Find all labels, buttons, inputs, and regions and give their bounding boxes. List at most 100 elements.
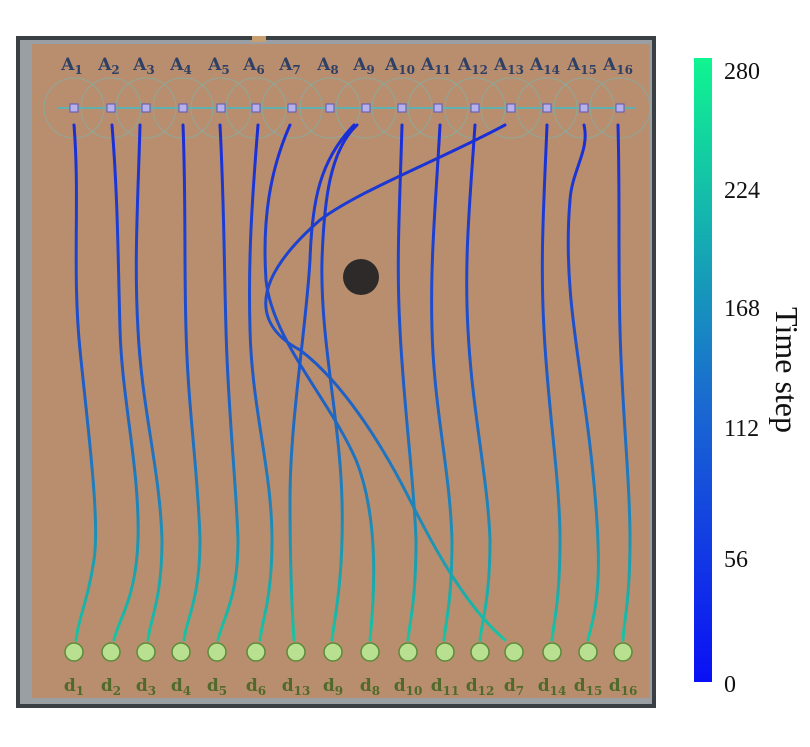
agent-label: A2 (97, 55, 120, 77)
goal-label: d15 (574, 676, 603, 698)
trajectory-path (320, 123, 359, 642)
trajectory-path (288, 123, 356, 642)
trajectory-path (616, 123, 632, 642)
goal-markers (64, 642, 633, 662)
agent-label: A8 (316, 55, 339, 77)
agent-marker (287, 103, 297, 113)
goal-marker (136, 642, 156, 662)
colorbar-tick-label: 224 (724, 178, 760, 204)
agent-label: A10 (384, 55, 415, 77)
top-marker (252, 36, 266, 42)
agent-label: A16 (602, 55, 633, 77)
goal-marker (435, 642, 455, 662)
sensing-radius-circle (115, 77, 177, 139)
sensing-radius-circle (80, 77, 142, 139)
trajectory-path (247, 123, 274, 642)
agent-marker (433, 103, 443, 113)
agent-marker (397, 103, 407, 113)
trajectory-path (216, 123, 240, 642)
goal-marker (578, 642, 598, 662)
agent-label: A14 (529, 55, 560, 77)
goal-label: d2 (101, 676, 121, 698)
sensing-radius-circle (261, 77, 323, 139)
goal-labels: d1 d2 d3 d4 d5 d6 d13 d9 d8 d10 d11 d12 d7 d14 d15 d16 (64, 676, 637, 698)
sensing-radius-circle (480, 77, 542, 139)
trajectory-lines (72, 123, 632, 642)
agent-marker (141, 103, 151, 113)
agent-label: A15 (566, 55, 597, 77)
agent-marker (542, 103, 552, 113)
goal-marker (398, 642, 418, 662)
goal-marker (360, 642, 380, 662)
agent-marker (69, 103, 79, 113)
sensing-radius-circle (299, 77, 361, 139)
goal-label: d12 (466, 676, 495, 698)
agent-marker (178, 103, 188, 113)
agent-label: A12 (457, 55, 488, 77)
trajectory-path (72, 123, 98, 642)
agent-marker (361, 103, 371, 113)
agent-marker (579, 103, 589, 113)
sensing-radius-circle (335, 77, 397, 139)
goal-marker (613, 642, 633, 662)
goal-label: d1 (64, 676, 84, 698)
trajectory-path (566, 123, 600, 642)
colorbar-ticks: 280 224 168 112 56 0 (724, 59, 760, 698)
agent-markers (69, 103, 625, 113)
goal-label: d10 (394, 676, 423, 698)
colorbar-title: Time step (769, 307, 805, 433)
agent-label: A13 (493, 55, 524, 77)
agent-marker (615, 103, 625, 113)
agent-label: A1 (60, 55, 83, 77)
agent-label: A9 (352, 55, 375, 77)
colorbar (694, 58, 712, 682)
agent-label: A6 (242, 55, 265, 77)
goal-marker (323, 642, 343, 662)
goal-label: d3 (136, 676, 156, 698)
trajectory-path (134, 123, 164, 642)
colorbar-tick-label: 168 (724, 296, 760, 322)
goal-marker (470, 642, 490, 662)
trajectory-path (396, 123, 418, 642)
colorbar-tick-label: 280 (724, 59, 760, 85)
agent-labels: A1 A2 A3 A4 A5 A6 A7 A8 A9 A10 A11 A12 A13 A14 A15 A16 (60, 55, 633, 77)
goal-label: d8 (360, 676, 380, 698)
agent-label: A11 (420, 55, 451, 77)
goal-label: d5 (207, 676, 227, 698)
colorbar-tick-label: 112 (724, 416, 759, 442)
colorbar-tick-label: 56 (724, 547, 748, 573)
goal-label: d6 (246, 676, 266, 698)
goal-label: d11 (431, 676, 460, 698)
agent-marker (325, 103, 335, 113)
goal-marker (286, 642, 306, 662)
trajectory-path (263, 123, 376, 642)
goal-marker (101, 642, 121, 662)
trajectory-path (540, 123, 562, 642)
goal-marker (171, 642, 191, 662)
trajectory-path (430, 123, 454, 642)
goal-marker (504, 642, 524, 662)
trajectory-path (110, 123, 140, 642)
goal-marker (542, 642, 562, 662)
goal-label: d14 (538, 676, 567, 698)
goal-marker (207, 642, 227, 662)
sensing-radius-circle (589, 77, 651, 139)
trajectory-path (465, 123, 492, 642)
agent-label: A3 (132, 55, 155, 77)
goal-label: d4 (171, 676, 191, 698)
agent-label: A4 (169, 55, 192, 77)
colorbar-tick-label: 0 (724, 672, 736, 698)
goal-marker (246, 642, 266, 662)
goal-label: d13 (282, 676, 311, 698)
agent-marker (470, 103, 480, 113)
agent-marker (106, 103, 116, 113)
agent-marker (251, 103, 261, 113)
agent-marker (506, 103, 516, 113)
trajectory-path (264, 123, 507, 642)
agent-marker (216, 103, 226, 113)
obstacle (343, 259, 379, 295)
goal-label: d16 (609, 676, 638, 698)
trajectory-path (181, 123, 202, 642)
goal-label: d9 (323, 676, 343, 698)
